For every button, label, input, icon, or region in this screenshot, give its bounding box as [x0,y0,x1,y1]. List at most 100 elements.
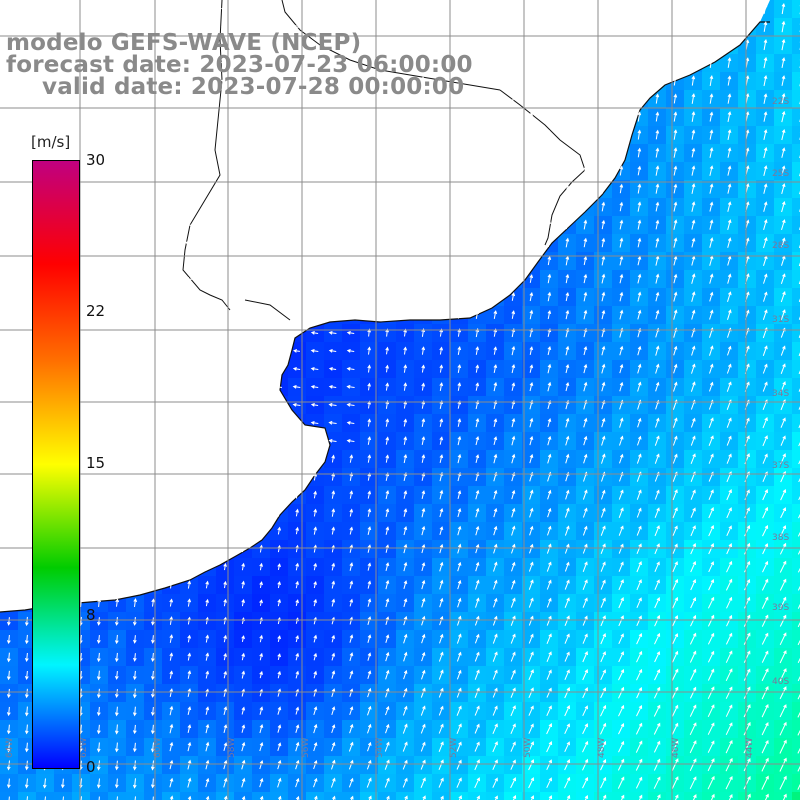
wind-arrow [511,112,515,121]
wind-arrow [184,79,193,83]
wind-arrow [310,79,319,83]
wind-cell [288,792,307,800]
wind-arrow [439,526,444,536]
wind-arrow [529,75,533,86]
wind-arrow [169,598,174,607]
wind-cell [792,432,800,451]
wind-arrow [367,580,372,589]
wind-arrow [313,760,318,770]
wind-arrow [259,741,264,752]
wind-arrow [673,147,678,158]
wind-arrow [202,97,211,101]
wind-arrow [205,688,210,697]
wind-arrow [547,3,551,14]
wind-arrow [420,777,426,788]
wind-arrow [619,453,624,464]
wind-arrow [726,435,732,446]
wind-arrow [493,256,498,265]
wind-arrow [798,495,800,501]
wind-arrow [727,219,732,231]
wind-arrow [565,21,569,32]
wind-arrow [529,309,534,320]
wind-arrow [328,115,337,119]
longitude-label: 50W [523,738,533,758]
wind-arrow [475,39,479,50]
wind-arrow [185,277,192,281]
wind-arrow [112,421,121,425]
wind-arrow [22,169,31,173]
wind-arrow [690,435,696,446]
wind-arrow [95,259,102,263]
wind-arrow [259,777,264,788]
wind-arrow [130,349,139,353]
wind-arrow [241,795,246,800]
wind-arrow [565,147,570,158]
wind-arrow [529,489,534,500]
wind-arrow [475,435,480,446]
wind-arrow [726,417,732,428]
wind-arrow [292,223,301,227]
wind-arrow [112,7,121,11]
wind-arrow [546,633,552,644]
wind-arrow [385,651,390,662]
wind-arrow [292,367,301,371]
wind-arrow [40,79,49,83]
wind-arrow [6,760,11,771]
wind-arrow [637,273,642,284]
wind-arrow [367,616,372,626]
wind-arrow [707,614,715,627]
wind-arrow [421,256,426,265]
wind-arrow [798,459,800,465]
wind-arrow [22,25,31,29]
wind-arrow [421,507,426,518]
wind-arrow [402,723,408,734]
wind-arrow [113,241,120,245]
wind-arrow [456,669,462,680]
wind-arrow [367,292,371,301]
wind-arrow [385,274,389,283]
longitude-label: 60W [153,738,163,758]
wind-cell [108,792,127,800]
wind-arrow [349,544,354,553]
wind-arrow [238,205,247,209]
wind-arrow [636,561,642,573]
wind-arrow [618,704,625,717]
wind-arrow [763,236,768,249]
wind-arrow [187,598,192,607]
wind-arrow [726,543,732,555]
wind-arrow [779,632,787,646]
wind-arrow [328,133,337,137]
wind-arrow [202,367,211,371]
wind-arrow [582,776,589,789]
wind-arrow [346,204,355,209]
wind-arrow [655,201,660,212]
wind-arrow [583,435,588,446]
wind-arrow [295,759,300,770]
wind-arrow [691,21,696,32]
wind-arrow [169,688,174,698]
wind-arrow [58,79,67,83]
wind-arrow [421,364,426,373]
wind-arrow [241,706,246,715]
wind-arrow [403,543,408,554]
wind-arrow [797,729,800,736]
wind-arrow [529,237,534,248]
wind-cell [738,792,757,800]
wind-arrow [169,544,174,553]
wind-arrow [23,223,30,227]
wind-arrow [475,346,480,355]
wind-arrow [691,165,696,176]
wind-arrow [4,25,13,29]
wind-arrow [310,385,319,389]
wind-arrow [6,778,11,789]
wind-cell [792,414,800,433]
wind-arrow [221,25,228,29]
wind-arrow [256,223,265,227]
wind-arrow [256,367,265,371]
wind-arrow [707,668,715,681]
wind-arrow [133,653,137,662]
wind-arrow [619,417,624,428]
wind-arrow [367,94,371,103]
wind-arrow [421,418,426,428]
wind-arrow [691,309,696,320]
